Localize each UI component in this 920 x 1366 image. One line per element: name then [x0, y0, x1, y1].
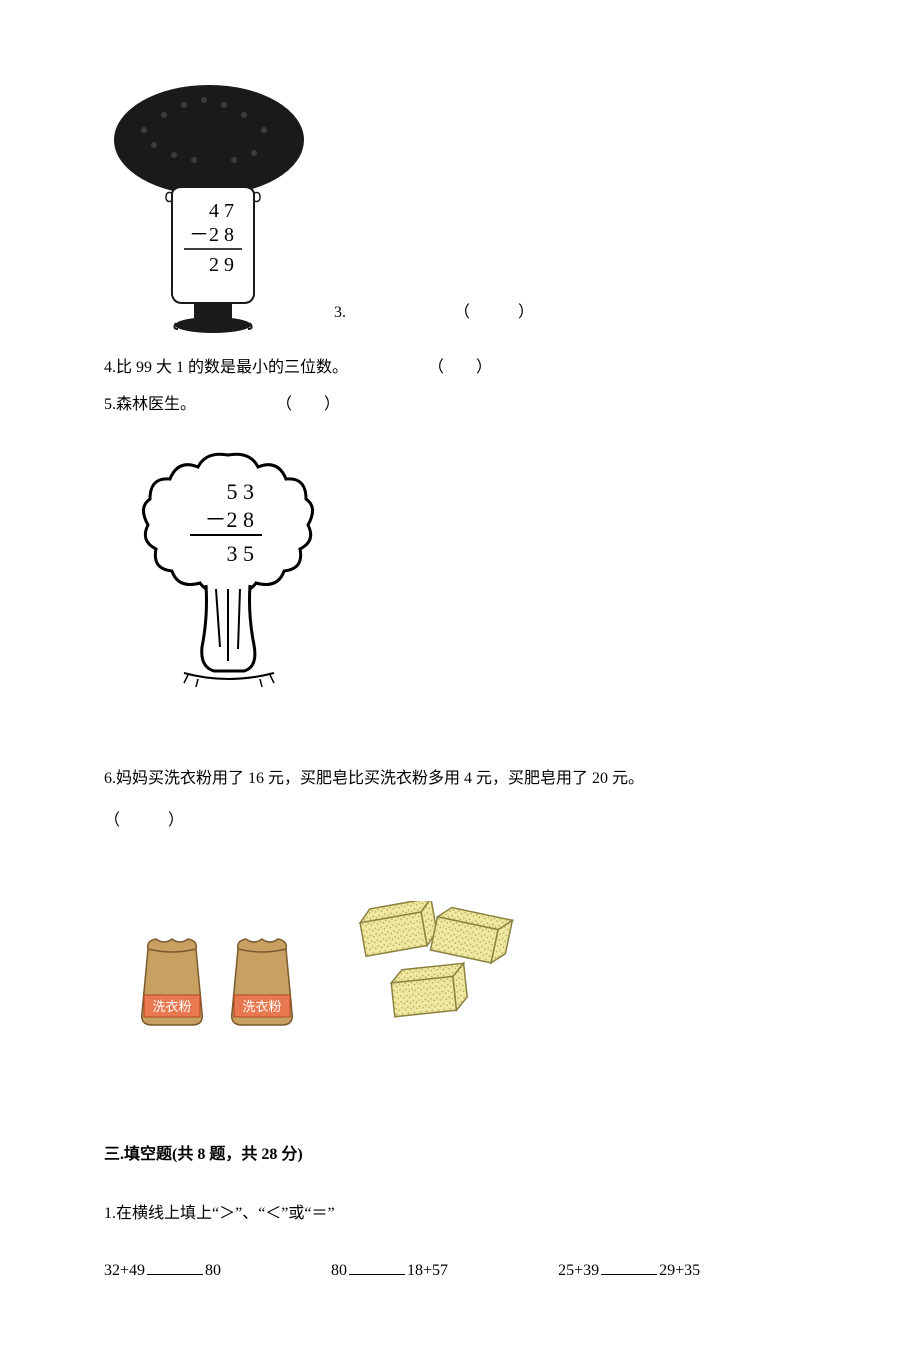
compare-row: 32+49 80 80 18+57 25+39 29+35 [104, 1257, 816, 1286]
question-5: 5.森林医生。 （ ） 5 3 －2 8 3 5 [104, 391, 816, 709]
q3-blank: （ ） [454, 304, 534, 321]
c3-blank [601, 1274, 657, 1275]
compare-item-1: 32+49 80 [104, 1257, 221, 1286]
c2-blank [349, 1274, 405, 1275]
tree-subtraction-1: 4 7 －2 8 2 9 [104, 75, 314, 346]
section3-q1: 1.在横线上填上“＞”、“＜”或“＝” 32+49 80 80 18+57 25+3… [104, 1200, 816, 1286]
q1-text: 1.在横线上填上“＞”、“＜”或“＝” [104, 1200, 816, 1229]
svg-text:2 9: 2 9 [209, 254, 234, 276]
cloud-tree-svg: 5 3 －2 8 3 5 [128, 437, 328, 697]
svg-text:洗衣粉: 洗衣粉 [152, 999, 191, 1014]
q4-text: 4.比 99 大 1 的数是最小的三位数。 [104, 359, 348, 376]
q6-blank: （ ） [104, 812, 184, 829]
svg-text:洗衣粉: 洗衣粉 [242, 999, 281, 1014]
q3-number: 3. [334, 304, 346, 321]
compare-item-3: 25+39 29+35 [558, 1257, 700, 1286]
heart-tree-svg: 4 7 －2 8 2 9 [104, 75, 314, 335]
svg-text:－2 8: －2 8 [189, 224, 234, 246]
detergent-bags: 洗衣粉 洗衣粉 [128, 931, 308, 1031]
question-6: 6.妈妈买洗衣粉用了 16 元，买肥皂比买洗衣粉多用 4 元，买肥皂用了 20 … [104, 758, 816, 1031]
question-3: 4 7 －2 8 2 9 3. （ ） [104, 75, 816, 346]
detergent-bag-2: 洗衣粉 [218, 931, 308, 1031]
q6-text: 6.妈妈买洗衣粉用了 16 元，买肥皂比买洗衣粉多用 4 元，买肥皂用了 20 … [104, 770, 644, 787]
compare-item-2: 80 18+57 [331, 1257, 448, 1286]
c3-right: 29+35 [659, 1262, 700, 1279]
c1-left: 32+49 [104, 1262, 145, 1279]
svg-text:－2 8: －2 8 [204, 507, 254, 532]
c2-left: 80 [331, 1262, 347, 1279]
tree-subtraction-2: 5 3 －2 8 3 5 [104, 437, 816, 708]
q5-text: 5.森林医生。 [104, 396, 196, 413]
svg-text:3 5: 3 5 [227, 541, 255, 566]
c3-left: 25+39 [558, 1262, 599, 1279]
detergent-bag-1: 洗衣粉 [128, 931, 218, 1031]
c1-blank [147, 1274, 203, 1275]
svg-text:5 3: 5 3 [227, 479, 255, 504]
c2-right: 18+57 [407, 1262, 448, 1279]
svg-text:4 7: 4 7 [209, 200, 234, 222]
question-4: 4.比 99 大 1 的数是最小的三位数。 （ ） [104, 354, 816, 383]
q5-blank: （ ） [276, 396, 340, 413]
product-images: 洗衣粉 洗衣粉 [128, 901, 816, 1031]
q4-blank: （ ） [428, 359, 492, 376]
c1-right: 80 [205, 1262, 221, 1279]
soap-bars [336, 901, 526, 1031]
section-3-title: 三.填空题(共 8 题，共 28 分) [104, 1141, 816, 1170]
